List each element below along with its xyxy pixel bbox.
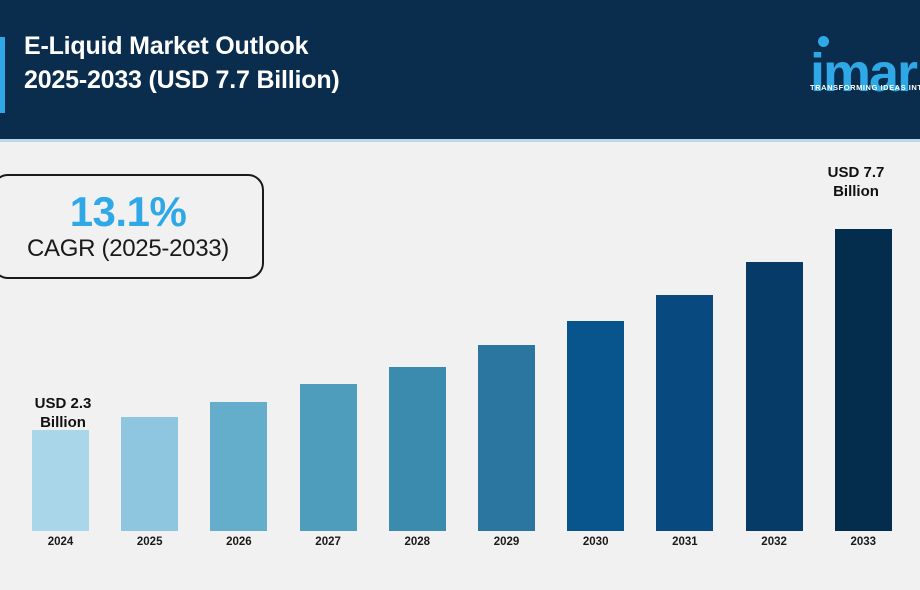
header-banner: E-Liquid Market Outlook 2025-2033 (USD 7… (0, 0, 920, 139)
x-axis-label-2026: 2026 (226, 536, 252, 548)
logo-tagline: TRANSFORMING IDEAS INTO (810, 83, 920, 92)
header-accent-bar (0, 37, 5, 113)
bar-2027[interactable] (299, 384, 357, 531)
header-underline (0, 139, 920, 142)
x-axis-label-2028: 2028 (404, 536, 431, 548)
bar-2026[interactable] (210, 401, 268, 531)
bar-2033[interactable] (834, 229, 892, 531)
bar-2028[interactable] (388, 366, 446, 531)
x-axis-label-2030: 2030 (582, 536, 609, 548)
x-axis-label-2027: 2027 (315, 536, 341, 548)
bar-2031[interactable] (656, 294, 714, 531)
logo-dot-icon (818, 36, 829, 47)
cagr-value: 13.1% (69, 187, 187, 235)
page-title-line-2: 2025-2033 (USD 7.7 Billion) (24, 66, 340, 94)
bar-2030[interactable] (567, 320, 625, 531)
end-value-annotation: USD 7.7 Billion (827, 164, 885, 200)
logo-wordmark: imar (810, 43, 918, 103)
x-axis-label-2025: 2025 (136, 536, 163, 548)
x-axis-label-2031: 2031 (672, 536, 698, 548)
bar-2024[interactable] (32, 430, 89, 531)
imarc-logo[interactable]: imar TRANSFORMING IDEAS INTO (800, 24, 920, 108)
bar-2029[interactable] (478, 345, 535, 531)
x-axis-label-2032: 2032 (761, 536, 787, 548)
cagr-callout: 13.1% CAGR (2025-2033) (0, 174, 264, 279)
x-axis-label-2033: 2033 (850, 536, 877, 548)
bar-2032[interactable] (745, 261, 803, 531)
start-value-annotation: USD 2.3 Billion (34, 395, 92, 431)
x-axis-label-2029: 2029 (493, 536, 520, 548)
x-axis-label-2024: 2024 (47, 536, 74, 548)
bar-2025[interactable] (121, 417, 179, 531)
cagr-label: CAGR (2025-2033) (27, 234, 229, 262)
page-title-line-1: E-Liquid Market Outlook (24, 32, 309, 60)
page-title: E-Liquid Market Outlook 2025-2033 (USD 7… (24, 29, 644, 97)
